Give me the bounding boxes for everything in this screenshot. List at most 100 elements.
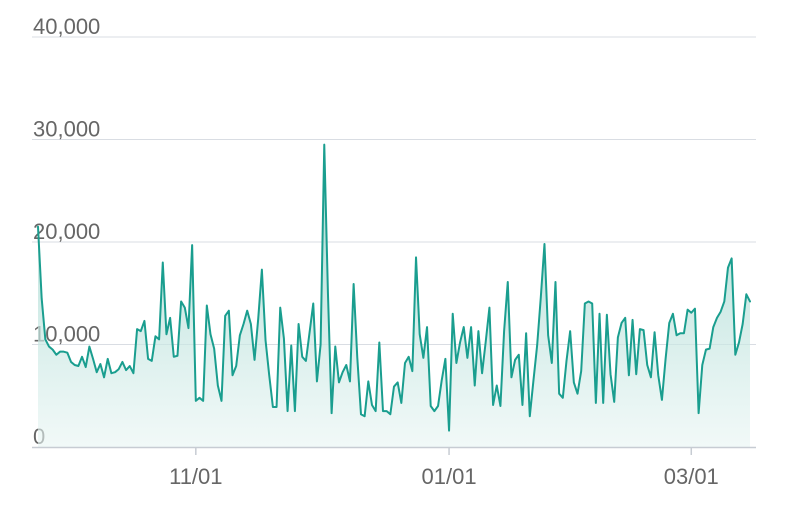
y-tick-label: 40,000 [33,14,100,39]
data-point [309,331,311,333]
data-point [143,320,145,322]
data-point [176,355,178,357]
data-point [650,376,652,378]
data-point [646,364,648,366]
data-point [415,256,417,258]
data-point [165,333,167,335]
data-point [360,413,362,415]
area-series [37,143,751,447]
data-point [701,364,703,366]
data-point [364,415,366,417]
data-point [323,144,325,146]
data-point [232,374,234,376]
data-point [246,310,248,312]
data-point [521,404,523,406]
data-point [532,379,534,381]
data-point [44,338,46,340]
x-axis-ticks: 11/01 01/01 03/01 [169,447,719,489]
data-point [448,430,450,432]
data-point [617,336,619,338]
data-point [331,412,333,414]
data-point [99,363,101,365]
data-point [606,314,608,316]
data-point [356,357,358,359]
data-point [290,345,292,347]
data-point [551,362,553,364]
data-point [382,410,384,412]
data-point [110,372,112,374]
data-point [254,359,256,361]
data-point [430,405,432,407]
data-point [635,373,637,375]
data-point [643,329,645,331]
data-point [213,348,215,350]
data-point [433,410,435,412]
data-point [162,262,164,264]
data-point [672,313,674,315]
data-point [187,327,189,329]
data-point [140,330,142,332]
data-point [665,358,667,360]
data-point [132,372,134,374]
data-point [129,365,131,367]
data-point [77,365,79,367]
data-point [59,351,61,353]
data-point [690,312,692,314]
data-point [720,311,722,313]
data-point [727,267,729,269]
data-point [48,346,50,348]
data-point [180,300,182,302]
data-point [543,243,545,245]
data-point [400,402,402,404]
data-point [441,379,443,381]
data-point [305,360,307,362]
data-point [147,358,149,360]
data-point [687,309,689,311]
data-point [749,300,751,302]
data-point [510,376,512,378]
series-area-fill [38,144,750,447]
data-point [268,374,270,376]
data-point [191,244,193,246]
data-point [272,406,274,408]
data-point [151,360,153,362]
data-point [496,385,498,387]
data-point [723,300,725,302]
data-point [393,386,395,388]
data-point [298,323,300,325]
data-point [657,374,659,376]
x-tick-label: 11/01 [169,464,222,489]
data-point [327,292,329,294]
data-point [683,332,685,334]
data-point [679,332,681,334]
data-point [591,303,593,305]
data-point [573,381,575,383]
data-point [283,337,285,339]
data-point [547,334,549,336]
data-point [301,356,303,358]
data-point [239,334,241,336]
data-point [209,333,211,335]
data-point [136,328,138,330]
data-point [389,413,391,415]
data-point [455,362,457,364]
data-point [562,397,564,399]
data-point [66,352,68,354]
data-point [404,362,406,364]
data-point [474,385,476,387]
data-point [422,357,424,359]
data-point [125,369,127,371]
data-point [639,328,641,330]
data-point [419,333,421,335]
data-point [437,405,439,407]
data-point [184,307,186,309]
data-point [734,354,736,356]
data-point [320,344,322,346]
data-point [444,358,446,360]
data-point [118,368,120,370]
data-point [342,371,344,373]
data-point [173,356,175,358]
data-point [107,358,109,360]
data-point [595,402,597,404]
